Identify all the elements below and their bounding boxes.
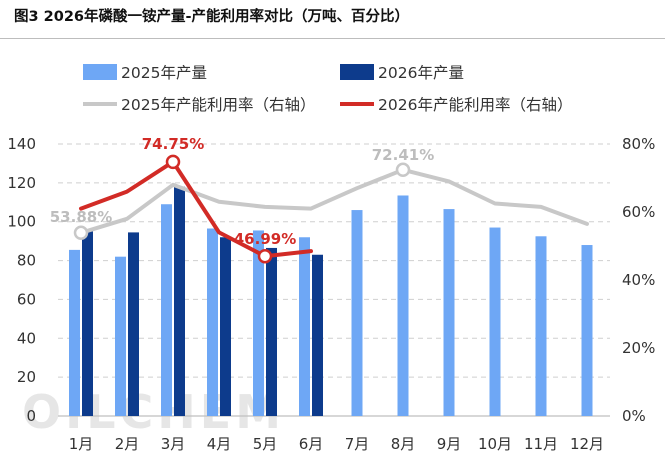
legend-label: 2025年产能利用率（右轴） (121, 96, 315, 114)
legend-item: 2026年产能利用率（右轴） (340, 96, 572, 114)
y-right-tick-label: 40% (622, 271, 655, 289)
x-tick-label: 4月 (207, 435, 232, 453)
bar-2025 (299, 237, 310, 416)
x-tick-label: 6月 (299, 435, 324, 453)
left-axis-ticks: 0 20 40 60 80 100 120 140 (7, 135, 36, 425)
data-labels: 53.88% 74.75% 46.99% 72.41% (50, 135, 434, 264)
bar-2025 (161, 204, 172, 416)
data-label: 74.75% (142, 135, 204, 153)
y-left-tick-label: 120 (7, 174, 36, 192)
bar-2025 (253, 230, 264, 416)
x-axis-ticks: 1月 2月 3月 4月 5月 6月 7月 8月 9月 10月 11月 12月 (69, 435, 604, 453)
bar-series (69, 186, 593, 416)
data-label: 53.88% (50, 208, 112, 226)
bar-2025 (207, 228, 218, 416)
bar-2025 (397, 195, 409, 416)
x-tick-label: 11月 (524, 435, 558, 453)
data-marker (165, 154, 181, 170)
bar-2025 (69, 249, 80, 416)
data-marker (73, 225, 89, 241)
y-left-tick-label: 140 (7, 135, 36, 153)
x-tick-label: 12月 (570, 435, 604, 453)
bar-2025 (489, 227, 501, 416)
y-right-tick-label: 20% (622, 339, 655, 357)
legend-swatch (83, 64, 117, 80)
line-utilization-2025 (79, 167, 589, 235)
legend: 2025年产量 2026年产量 2025年产能利用率（右轴） 2026年产能利用率（右… (83, 64, 572, 114)
y-right-tick-label: 0% (622, 407, 646, 425)
x-tick-label: 2月 (115, 435, 140, 453)
bar-2026 (174, 186, 185, 416)
bar-2026 (312, 254, 323, 416)
bar-2025 (581, 245, 593, 416)
y-right-tick-label: 60% (622, 203, 655, 221)
bar-2026 (220, 237, 231, 416)
data-marker (395, 162, 411, 178)
bar-2025 (443, 209, 455, 416)
y-left-tick-label: 80 (17, 252, 36, 270)
y-left-tick-label: 0 (26, 407, 36, 425)
gridlines (58, 143, 610, 417)
watermark: OILCHEM (22, 385, 285, 439)
watermark-layer: OILCHEM (22, 385, 285, 439)
right-axis-ticks: 0% 20% 40% 60% 80% (622, 135, 655, 425)
line-utilization-2026 (79, 159, 313, 259)
data-label: 46.99% (234, 230, 296, 248)
data-label: 72.41% (372, 146, 434, 164)
x-tick-label: 8月 (391, 435, 416, 453)
chart-title: 图3 2026年磷酸一铵产量-产能利用率对比（万吨、百分比） (14, 9, 410, 25)
x-tick-label: 10月 (478, 435, 512, 453)
x-tick-label: 5月 (253, 435, 278, 453)
x-tick-label: 9月 (437, 435, 462, 453)
legend-swatch (340, 64, 374, 80)
bar-2025 (351, 210, 363, 416)
y-right-tick-label: 80% (622, 135, 655, 153)
x-tick-label: 7月 (345, 435, 370, 453)
y-left-tick-label: 40 (17, 329, 36, 347)
x-tick-label: 1月 (69, 435, 94, 453)
legend-label: 2026年产量 (378, 64, 464, 82)
bar-2025 (115, 256, 126, 416)
bar-2026 (128, 232, 139, 416)
bar-2026 (82, 231, 93, 416)
y-left-tick-label: 100 (7, 213, 36, 231)
legend-label: 2025年产量 (121, 64, 207, 82)
legend-label: 2026年产能利用率（右轴） (378, 96, 572, 114)
bar-2026 (266, 247, 277, 416)
y-left-tick-label: 20 (17, 368, 36, 386)
x-tick-label: 3月 (161, 435, 186, 453)
legend-item: 2026年产量 (340, 64, 464, 82)
line-series (79, 159, 589, 259)
data-marker (257, 248, 273, 264)
title-divider (0, 38, 665, 39)
legend-item: 2025年产能利用率（右轴） (83, 96, 315, 114)
y-left-tick-label: 60 (17, 290, 36, 308)
bar-2025 (535, 236, 547, 416)
legend-item: 2025年产量 (83, 64, 207, 82)
